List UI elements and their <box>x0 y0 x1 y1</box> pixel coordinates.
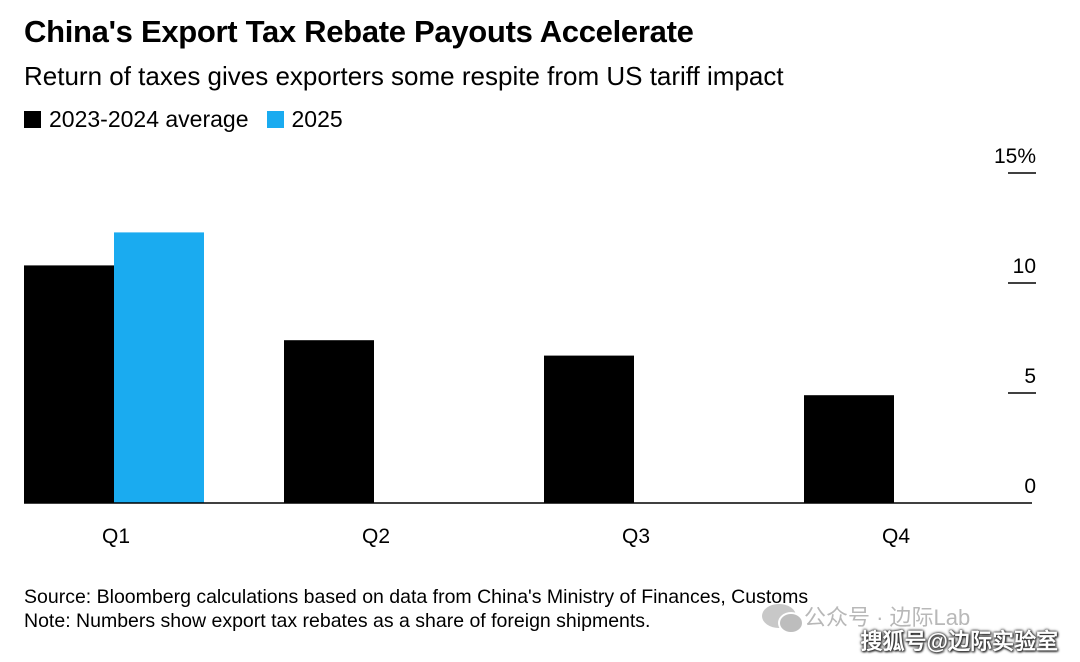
bar-q4-series-1 <box>804 395 894 503</box>
wechat-icon <box>762 604 804 634</box>
y-tick-label: 10 <box>1013 255 1036 278</box>
legend-item-series-2: 2025 <box>266 106 343 133</box>
legend-item-series-1: 2023-2024 average <box>24 106 249 133</box>
note-text: Note: Numbers show export tax rebates as… <box>24 610 651 632</box>
x-tick-label: Q2 <box>362 525 390 548</box>
bar-q1-series-1 <box>24 265 114 503</box>
footnotes: Source: Bloomberg calculations based on … <box>24 585 808 633</box>
y-tick-label: 15% <box>994 145 1036 168</box>
bar-q2-series-1 <box>284 340 374 503</box>
legend-swatch-series-1 <box>24 111 41 128</box>
watermark-sohu: 搜狐号@边际实验室 <box>860 629 1058 654</box>
chart-subtitle: Return of taxes gives exporters some res… <box>24 61 784 91</box>
bar-q3-series-1 <box>544 355 634 503</box>
source-note: Source: Bloomberg calculations based on … <box>24 586 809 608</box>
watermark-wechat: 公众号 · 边际Lab <box>762 600 971 634</box>
legend-label-series-2: 2025 <box>291 106 343 132</box>
x-tick-label: Q1 <box>102 525 130 548</box>
chart-title: China's Export Tax Rebate Payouts Accele… <box>24 14 694 49</box>
bar-q1-series-2 <box>114 232 204 503</box>
y-tick-label: 0 <box>1024 475 1036 498</box>
watermark-text-1: 公众号 · 边际Lab <box>804 605 971 630</box>
legend-swatch-series-2 <box>266 111 284 128</box>
legend-label-series-1: 2023-2024 average <box>49 106 249 132</box>
x-tick-label: Q3 <box>622 525 650 548</box>
y-tick-label: 5 <box>1024 365 1036 388</box>
bar-chart: 0 5 10 15% Q1 Q2 Q3 Q4 <box>24 145 1036 548</box>
legend: 2023-2024 average 2025 <box>24 106 361 133</box>
x-tick-label: Q4 <box>882 525 910 548</box>
